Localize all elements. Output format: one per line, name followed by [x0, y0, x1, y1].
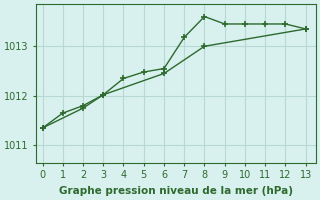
X-axis label: Graphe pression niveau de la mer (hPa): Graphe pression niveau de la mer (hPa): [59, 186, 293, 196]
